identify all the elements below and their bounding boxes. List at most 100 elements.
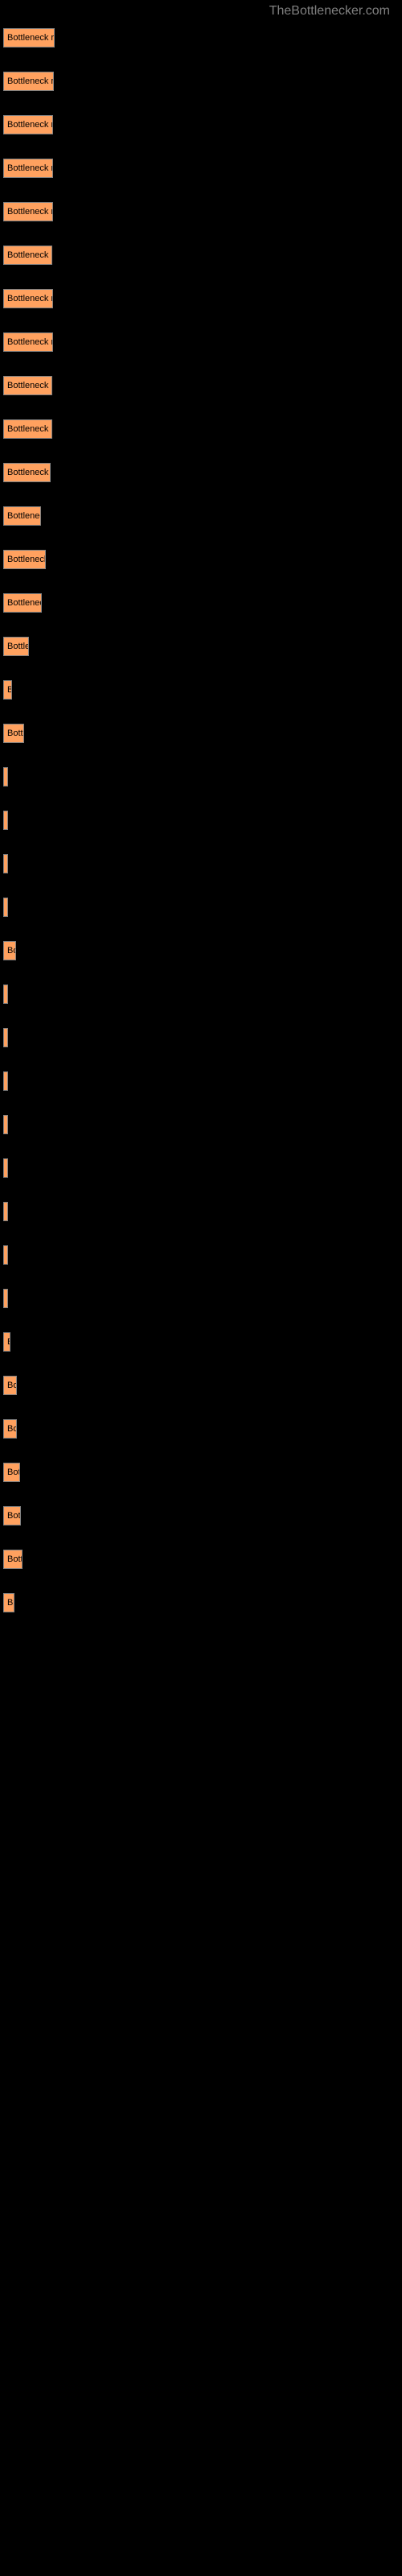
bar: Bottleneck r: [3, 550, 46, 569]
bar-label: Bottl: [7, 1554, 23, 1564]
bar-label: B: [7, 1598, 13, 1608]
bar-row: [0, 1202, 402, 1221]
bar: Bottleneck resu: [3, 28, 55, 47]
bar-row: Bottleneck res: [0, 159, 402, 178]
bar-row: [0, 767, 402, 786]
bar: Bottleneck re: [3, 376, 52, 395]
bar-row: Bottleneck re: [0, 246, 402, 265]
bar-label: Bottleneck re: [7, 424, 52, 434]
bar: [3, 898, 8, 917]
bar-row: Bottleneck re: [0, 463, 402, 482]
bar-row: Bo: [0, 1419, 402, 1439]
bar: B: [3, 680, 12, 700]
bar: [3, 1289, 8, 1308]
bar-row: Bo: [0, 941, 402, 960]
bar-row: [0, 854, 402, 873]
bar-row: Bottl: [0, 1550, 402, 1569]
bar: Bottleneck resu: [3, 72, 54, 91]
bar-row: Bottleneck: [0, 506, 402, 526]
bar-row: B: [0, 680, 402, 700]
site-name: TheBottlenecker.com: [269, 4, 390, 19]
bar-row: [0, 811, 402, 830]
bar-row: [0, 898, 402, 917]
bar-row: Bottleneck re: [0, 419, 402, 439]
bar-row: [0, 1071, 402, 1091]
bar-label: Bottleneck res: [7, 120, 53, 130]
bar-label: Bot: [7, 1468, 20, 1477]
bar: [3, 767, 8, 786]
bar: Bot: [3, 1463, 20, 1482]
bar-row: Bottleneck res: [0, 202, 402, 221]
bar-chart-container: Bottleneck resu Bottleneck resu Bottleneck…: [0, 0, 402, 1612]
bar: [3, 1245, 8, 1265]
bar: Bottleneck re: [3, 419, 52, 439]
bar-row: Bottleneck re: [0, 376, 402, 395]
bar-row: Bottleneck res: [0, 289, 402, 308]
bar-label: Bottleneck res: [7, 337, 53, 347]
bar-label: Bo: [7, 1424, 17, 1434]
bar: Bo: [3, 1419, 17, 1439]
bar: [3, 811, 8, 830]
bar-label: Bottleneck: [7, 511, 41, 521]
bar-label: Bottlen: [7, 642, 29, 651]
bar-row: E: [0, 1332, 402, 1352]
bar-label: Bottleneck r: [7, 555, 46, 564]
bar-row: Bot: [0, 1463, 402, 1482]
bar-row: [0, 1289, 402, 1308]
bar-label: Bottleneck: [7, 598, 42, 608]
bar-row: Bottleneck resu: [0, 28, 402, 47]
bar: [3, 1202, 8, 1221]
bar-row: [0, 1158, 402, 1178]
bar: Bottleneck res: [3, 202, 53, 221]
bar: Bottleneck re: [3, 246, 52, 265]
bar: [3, 1115, 8, 1134]
bar-label: Bo: [7, 1381, 17, 1390]
bar-row: B: [0, 1593, 402, 1612]
bar-row: [0, 1028, 402, 1047]
bar-label: Bott: [7, 1511, 21, 1521]
bar: E: [3, 1332, 10, 1352]
bar-row: [0, 985, 402, 1004]
bar-label: Bo: [7, 946, 16, 956]
bar: Bottleneck res: [3, 115, 53, 134]
bar-row: Bottlen: [0, 637, 402, 656]
bar: B: [3, 1593, 14, 1612]
bar: [3, 985, 8, 1004]
bar: Bottleneck res: [3, 289, 53, 308]
bar: [3, 1071, 8, 1091]
bar: Bottleneck re: [3, 463, 51, 482]
bar: Bottle: [3, 724, 24, 743]
bar-row: Bottleneck r: [0, 550, 402, 569]
bar-row: Bottleneck res: [0, 332, 402, 352]
bar-row: Bo: [0, 1376, 402, 1395]
bar-row: Bottleneck resu: [0, 72, 402, 91]
bar: Bottleneck res: [3, 159, 53, 178]
bar-label: Bottleneck resu: [7, 76, 54, 86]
bar: Bo: [3, 1376, 17, 1395]
bar: Bottleneck res: [3, 332, 53, 352]
bar-label: Bottleneck re: [7, 381, 52, 390]
bar: Bottleneck: [3, 593, 42, 613]
bar-row: Bott: [0, 1506, 402, 1525]
bar-row: Bottleneck: [0, 593, 402, 613]
bar-row: Bottle: [0, 724, 402, 743]
bar: [3, 1028, 8, 1047]
bar: [3, 1158, 8, 1178]
bar-label: E: [7, 1337, 10, 1347]
bar: Bott: [3, 1506, 21, 1525]
bar-label: Bottleneck re: [7, 468, 51, 477]
bar: Bottleneck: [3, 506, 41, 526]
bar-label: Bottleneck res: [7, 207, 53, 217]
bar-row: [0, 1115, 402, 1134]
bar-label: Bottleneck res: [7, 294, 53, 303]
bar: Bo: [3, 941, 16, 960]
bar-row: Bottleneck res: [0, 115, 402, 134]
bar-label: Bottle: [7, 729, 24, 738]
bar-label: Bottleneck re: [7, 250, 52, 260]
bar-label: Bottleneck res: [7, 163, 53, 173]
bar-label: B: [7, 685, 12, 695]
bar: [3, 854, 8, 873]
bar-row: [0, 1245, 402, 1265]
bar-label: Bottleneck resu: [7, 33, 55, 43]
bar: Bottl: [3, 1550, 23, 1569]
